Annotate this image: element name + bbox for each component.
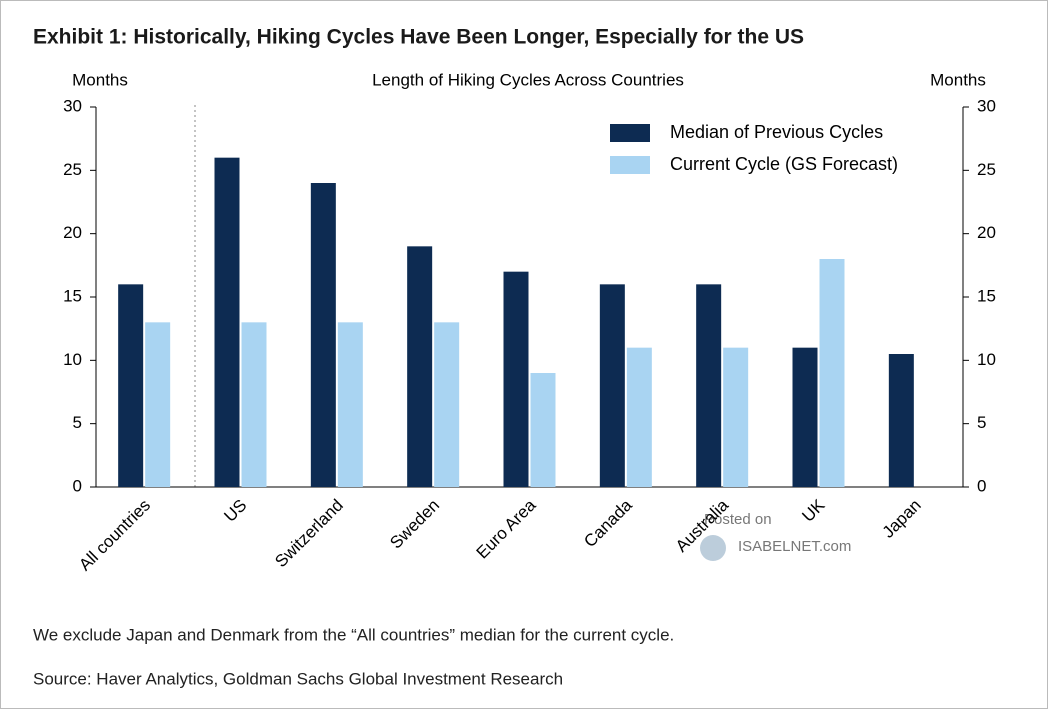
chart-subtitle: Length of Hiking Cycles Across Countries xyxy=(372,70,684,89)
watermark: Posted on xyxy=(704,511,772,528)
bar xyxy=(241,322,267,487)
source: Source: Haver Analytics, Goldman Sachs G… xyxy=(33,669,563,688)
note: We exclude Japan and Denmark from the “A… xyxy=(33,625,674,644)
bar xyxy=(310,183,336,487)
bar xyxy=(626,347,652,487)
y-tick-label: 15 xyxy=(63,286,82,305)
y-tick-label: 25 xyxy=(63,160,82,179)
legend-label: Median of Previous Cycles xyxy=(670,122,883,142)
watermark: ISABELNET.com xyxy=(738,538,851,555)
bar xyxy=(723,347,749,487)
y2-tick-label: 0 xyxy=(977,476,986,495)
y2-tick-label: 15 xyxy=(977,286,996,305)
legend-swatch xyxy=(610,156,650,174)
bar xyxy=(434,322,460,487)
y-tick-label: 30 xyxy=(63,96,82,115)
y-axis-label: Months xyxy=(72,70,128,89)
y-tick-label: 0 xyxy=(73,476,82,495)
bar xyxy=(888,354,914,487)
y-tick-label: 10 xyxy=(63,350,82,369)
y2-tick-label: 5 xyxy=(977,413,986,432)
y2-tick-label: 10 xyxy=(977,350,996,369)
legend-label: Current Cycle (GS Forecast) xyxy=(670,154,898,174)
bar xyxy=(145,322,171,487)
bar xyxy=(118,284,144,487)
bar xyxy=(503,271,529,487)
bar xyxy=(530,373,556,487)
bar xyxy=(599,284,625,487)
y2-tick-label: 30 xyxy=(977,96,996,115)
watermark-logo xyxy=(700,535,726,561)
bar xyxy=(407,246,433,487)
legend-swatch xyxy=(610,124,650,142)
bar xyxy=(819,259,845,487)
y2-axis-label: Months xyxy=(930,70,986,89)
bar xyxy=(214,157,240,487)
y2-tick-label: 20 xyxy=(977,223,996,242)
y2-tick-label: 25 xyxy=(977,160,996,179)
bar xyxy=(792,347,818,487)
bar xyxy=(337,322,363,487)
chart-title: Exhibit 1: Historically, Hiking Cycles H… xyxy=(33,26,804,49)
y-tick-label: 20 xyxy=(63,223,82,242)
bar xyxy=(696,284,722,487)
y-tick-label: 5 xyxy=(73,413,82,432)
